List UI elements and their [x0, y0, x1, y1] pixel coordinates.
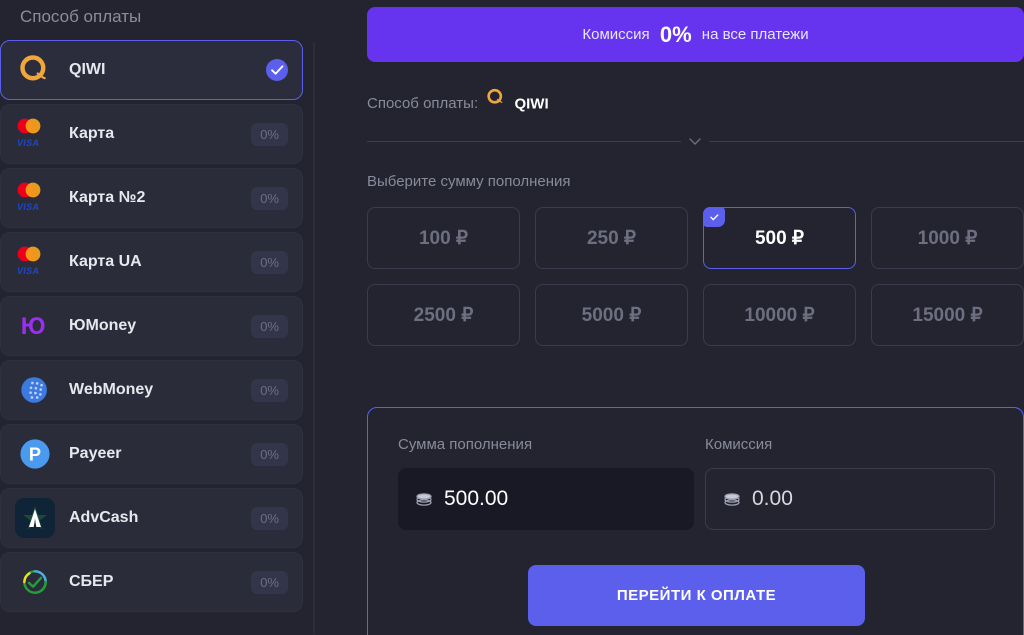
svg-text:P: P	[29, 445, 41, 465]
svg-text:Ю: Ю	[21, 313, 46, 340]
